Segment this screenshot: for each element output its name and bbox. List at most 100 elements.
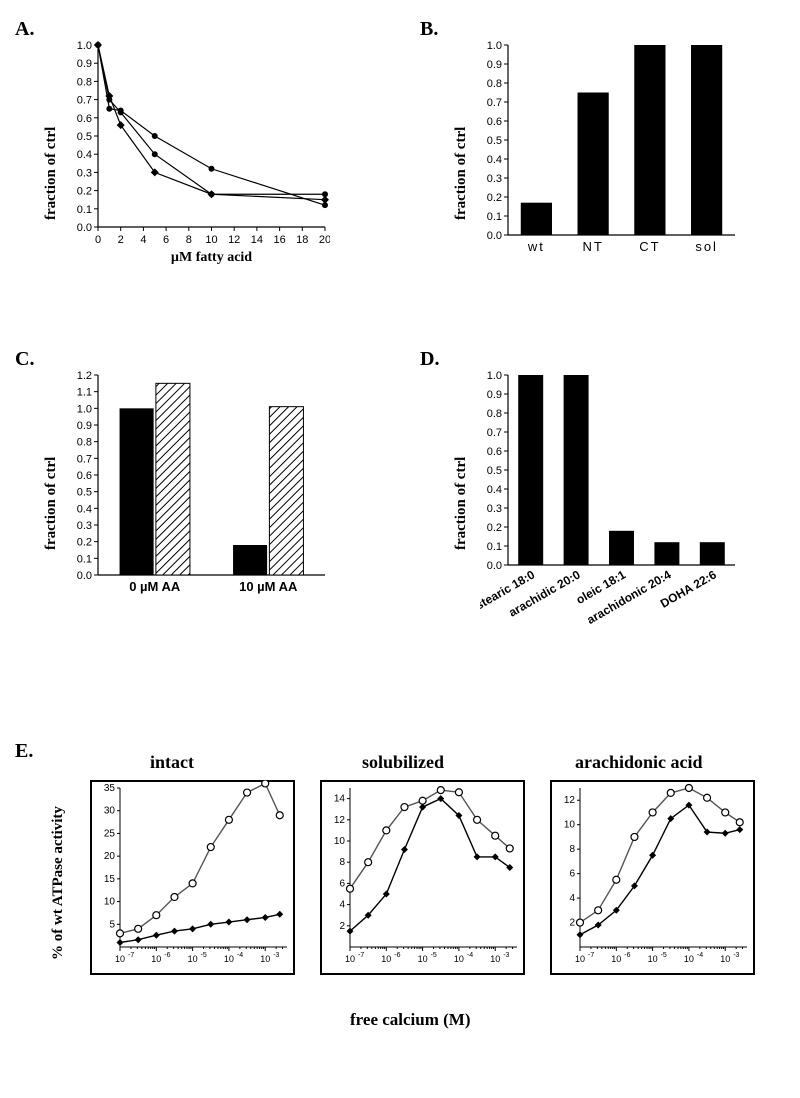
svg-text:0.7: 0.7 [77, 453, 92, 465]
svg-text:6: 6 [339, 878, 345, 889]
svg-text:12: 12 [334, 815, 346, 826]
svg-text:0.7: 0.7 [77, 95, 92, 107]
svg-text:0.3: 0.3 [487, 173, 502, 185]
panel-label-a: A. [15, 18, 34, 41]
panel-label-d: D. [420, 348, 439, 371]
svg-text:15: 15 [104, 874, 116, 885]
panel-e-sub-2: 246810121410-710-610-510-410-3 [320, 780, 525, 975]
svg-text:6: 6 [163, 234, 169, 246]
svg-text:14: 14 [334, 794, 346, 805]
svg-text:0.5: 0.5 [77, 131, 92, 143]
svg-text:10: 10 [418, 954, 428, 964]
svg-text:-7: -7 [128, 952, 134, 959]
svg-text:10: 10 [564, 820, 576, 831]
svg-text:0.2: 0.2 [77, 537, 92, 549]
svg-text:8: 8 [569, 844, 575, 855]
svg-text:10: 10 [345, 954, 355, 964]
svg-text:0.0: 0.0 [77, 570, 92, 582]
svg-text:0.5: 0.5 [77, 487, 92, 499]
svg-text:NT: NT [582, 239, 603, 254]
svg-text:0.0: 0.0 [487, 230, 502, 242]
svg-text:-5: -5 [201, 952, 207, 959]
svg-text:1.0: 1.0 [487, 40, 502, 52]
svg-text:-7: -7 [358, 952, 364, 959]
svg-text:10: 10 [381, 954, 391, 964]
svg-text:0.8: 0.8 [77, 437, 92, 449]
svg-text:10: 10 [490, 954, 500, 964]
svg-text:0.4: 0.4 [77, 149, 92, 161]
svg-text:25: 25 [104, 828, 116, 839]
svg-text:0.3: 0.3 [77, 167, 92, 179]
panel-d-chart: 0.00.10.20.30.40.50.60.70.80.91.0stearic… [480, 370, 740, 640]
svg-text:0.2: 0.2 [487, 522, 502, 534]
svg-text:0.0: 0.0 [77, 222, 92, 234]
svg-text:14: 14 [251, 234, 263, 246]
svg-text:-4: -4 [237, 952, 243, 959]
svg-text:1.2: 1.2 [77, 370, 92, 382]
panel-e-sub-3: 2468101210-710-610-510-410-3 [550, 780, 755, 975]
svg-text:0.6: 0.6 [77, 113, 92, 125]
svg-text:10: 10 [188, 954, 198, 964]
panel-e-sub-1: 510152025303510-710-610-510-410-3 [90, 780, 295, 975]
svg-text:0.1: 0.1 [77, 204, 92, 216]
svg-text:-7: -7 [588, 952, 594, 959]
svg-text:8: 8 [186, 234, 192, 246]
svg-text:0.7: 0.7 [487, 97, 502, 109]
svg-text:4: 4 [140, 234, 146, 246]
svg-text:10: 10 [260, 954, 270, 964]
svg-text:0: 0 [95, 234, 101, 246]
svg-text:10: 10 [648, 954, 658, 964]
panel-a-chart: 0.00.10.20.30.40.50.60.70.80.91.00246810… [70, 40, 330, 265]
svg-text:2: 2 [118, 234, 124, 246]
svg-text:sol: sol [695, 239, 718, 254]
svg-text:0.5: 0.5 [487, 135, 502, 147]
svg-text:-3: -3 [273, 952, 279, 959]
svg-text:0.2: 0.2 [77, 186, 92, 198]
svg-text:0.8: 0.8 [77, 76, 92, 88]
svg-text:-5: -5 [431, 952, 437, 959]
svg-text:0.1: 0.1 [77, 553, 92, 565]
svg-text:2: 2 [569, 918, 575, 929]
svg-text:0.7: 0.7 [487, 427, 502, 439]
panel-label-c: C. [15, 348, 34, 371]
svg-text:10: 10 [115, 954, 125, 964]
panel-a-ylabel: fraction of ctrl [43, 127, 60, 220]
svg-text:20: 20 [319, 234, 330, 246]
svg-text:16: 16 [273, 234, 285, 246]
svg-text:0.1: 0.1 [487, 541, 502, 553]
svg-text:30: 30 [104, 806, 116, 817]
svg-text:5: 5 [109, 919, 115, 930]
svg-text:-6: -6 [394, 952, 400, 959]
panel-b-ylabel: fraction of ctrl [453, 127, 470, 220]
panel-label-b: B. [420, 18, 438, 41]
svg-text:10: 10 [104, 897, 116, 908]
svg-text:10: 10 [720, 954, 730, 964]
svg-text:10: 10 [224, 954, 234, 964]
svg-text:8: 8 [339, 857, 345, 868]
svg-text:12: 12 [564, 795, 576, 806]
svg-text:µM fatty acid: µM fatty acid [171, 250, 252, 265]
svg-text:CT: CT [639, 239, 660, 254]
panel-c-ylabel: fraction of ctrl [43, 457, 60, 550]
panel-c-chart: 0.00.10.20.30.40.50.60.70.80.91.01.11.20… [70, 370, 330, 600]
svg-text:1.0: 1.0 [77, 403, 92, 415]
svg-text:0.3: 0.3 [77, 520, 92, 532]
svg-text:10: 10 [334, 836, 346, 847]
svg-text:12: 12 [228, 234, 240, 246]
svg-text:0.6: 0.6 [487, 446, 502, 458]
svg-text:0.9: 0.9 [77, 58, 92, 70]
svg-text:-4: -4 [697, 952, 703, 959]
panel-e-ylabel: % of wt ATPase activity [50, 806, 67, 960]
svg-text:0.9: 0.9 [77, 420, 92, 432]
svg-text:0.6: 0.6 [77, 470, 92, 482]
svg-text:0.5: 0.5 [487, 465, 502, 477]
panel-d-ylabel: fraction of ctrl [453, 457, 470, 550]
svg-text:0 µM AA: 0 µM AA [129, 579, 181, 594]
panel-e-xlabel: free calcium (M) [350, 1010, 471, 1030]
svg-text:0.0: 0.0 [487, 560, 502, 572]
panel-e-title-3: arachidonic acid [575, 752, 703, 773]
svg-text:0.8: 0.8 [487, 408, 502, 420]
svg-text:0.6: 0.6 [487, 116, 502, 128]
svg-text:10: 10 [151, 954, 161, 964]
svg-text:-3: -3 [503, 952, 509, 959]
